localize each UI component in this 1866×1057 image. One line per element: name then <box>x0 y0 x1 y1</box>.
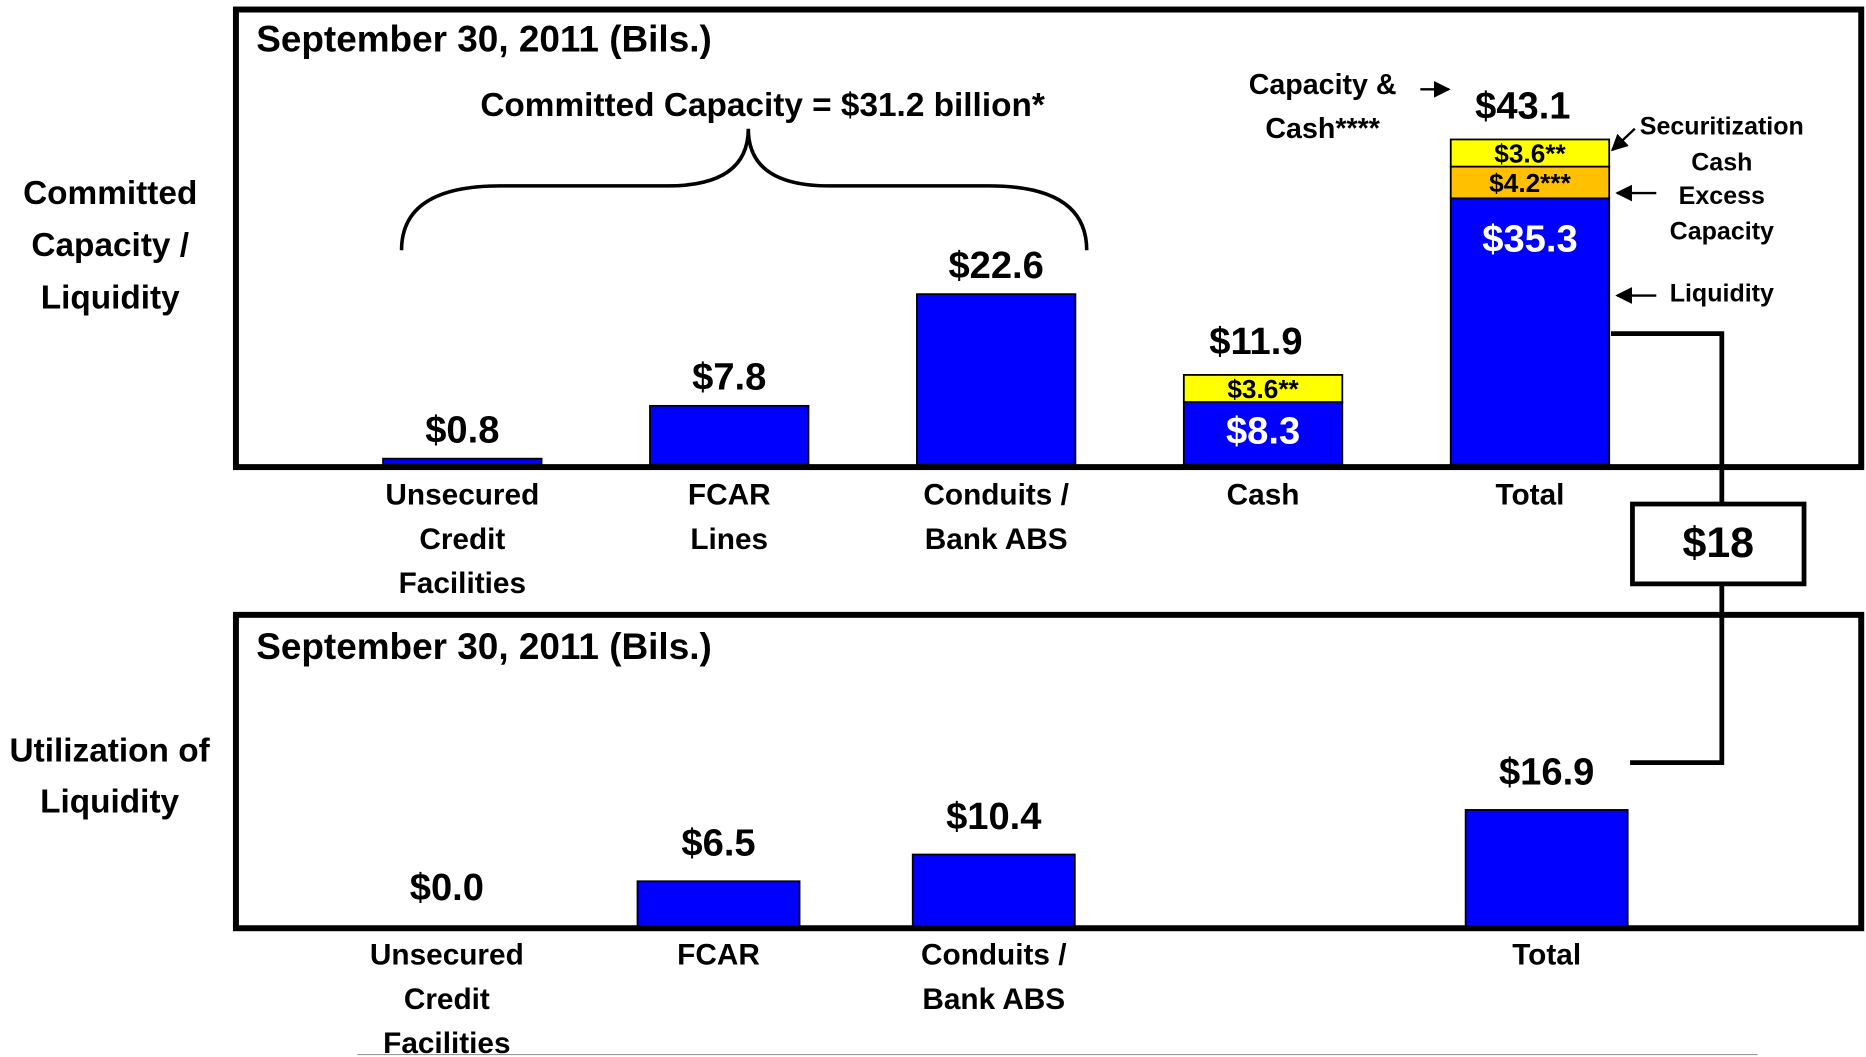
bar <box>911 853 1076 927</box>
x-tick-label: Bank ABS <box>925 523 1068 556</box>
value-label: $22.6 <box>948 244 1043 287</box>
difference-box <box>1630 501 1807 587</box>
x-tick-label: Total <box>1512 939 1581 972</box>
value-label: $6.5 <box>681 822 755 865</box>
x-tick-label: Total <box>1496 479 1565 512</box>
x-tick-label: Facilities <box>383 1027 510 1057</box>
panel-frame <box>232 611 1865 932</box>
arrow <box>1610 127 1636 152</box>
series-annotation: Excess Capacity <box>1669 182 1774 246</box>
value-label: $7.8 <box>692 356 766 399</box>
bar-segment <box>1182 374 1344 403</box>
series-annotation: Liquidity <box>1669 280 1774 308</box>
bar-segment <box>1449 138 1611 168</box>
value-label: $35.3 <box>1482 217 1577 260</box>
total-label: $11.9 <box>1209 320 1302 363</box>
x-tick-label: Credit <box>404 983 490 1016</box>
annotation: Capacity & Cash**** <box>1248 69 1397 146</box>
x-tick-label: Lines <box>690 523 768 556</box>
chart-title: September 30, 2011 (Bils.) <box>256 626 712 667</box>
x-tick-label: FCAR <box>688 479 771 512</box>
bar-segment <box>916 293 1077 466</box>
value-label: $16.9 <box>1499 750 1594 793</box>
side-label: Committed Capacity / Liquidity <box>23 173 198 316</box>
chart-title: September 30, 2011 (Bils.) <box>256 18 712 59</box>
bar <box>636 880 801 927</box>
panel-frame <box>232 6 1865 471</box>
value-label: $0.0 <box>410 866 484 909</box>
brace <box>399 128 1089 251</box>
x-tick-label: Conduits / <box>921 939 1067 972</box>
x-tick-label: Bank ABS <box>922 983 1065 1016</box>
x-tick-label: Facilities <box>399 567 526 600</box>
x-tick-label: Conduits / <box>923 479 1068 512</box>
bar-segment <box>649 404 810 466</box>
x-tick-label: Cash <box>1227 479 1300 512</box>
bar <box>1464 809 1629 927</box>
value-label: $8.3 <box>1226 409 1300 452</box>
side-label: Utilization of Liquidity <box>9 731 210 820</box>
value-label: $10.4 <box>946 795 1041 838</box>
series-annotation: Securitization Cash <box>1639 113 1804 177</box>
value-label: $3.6** <box>1494 138 1566 168</box>
annotation: Committed Capacity = $31.2 billion* <box>480 87 1045 124</box>
value-label: $0.8 <box>425 409 499 452</box>
connector <box>1611 331 1725 505</box>
total-label: $43.1 <box>1475 85 1570 128</box>
bar-segment <box>1449 197 1611 466</box>
value-label: $3.6** <box>1227 374 1299 404</box>
x-tick-label: FCAR <box>677 939 760 972</box>
x-tick-label: Credit <box>419 523 505 556</box>
bar-segment <box>382 457 543 466</box>
x-tick-label: Unsecured <box>370 939 524 972</box>
connector <box>1630 583 1725 765</box>
bar-segment <box>1449 165 1611 200</box>
bar-segment <box>1182 401 1344 466</box>
difference-label: $18 <box>1682 519 1754 567</box>
value-label: $4.2*** <box>1489 168 1571 198</box>
x-tick-label: Unsecured <box>385 479 539 512</box>
